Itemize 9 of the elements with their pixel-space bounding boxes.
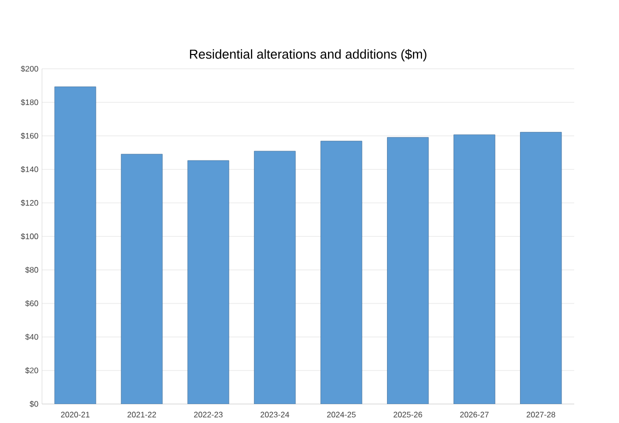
bar xyxy=(187,160,230,404)
bar xyxy=(454,134,496,404)
bar xyxy=(120,154,163,404)
bar xyxy=(320,140,362,404)
bar xyxy=(54,86,96,404)
bar xyxy=(254,150,296,404)
bar xyxy=(520,132,562,404)
chart-title: Residential alterations and additions ($m) xyxy=(190,49,426,62)
bar xyxy=(387,137,429,404)
